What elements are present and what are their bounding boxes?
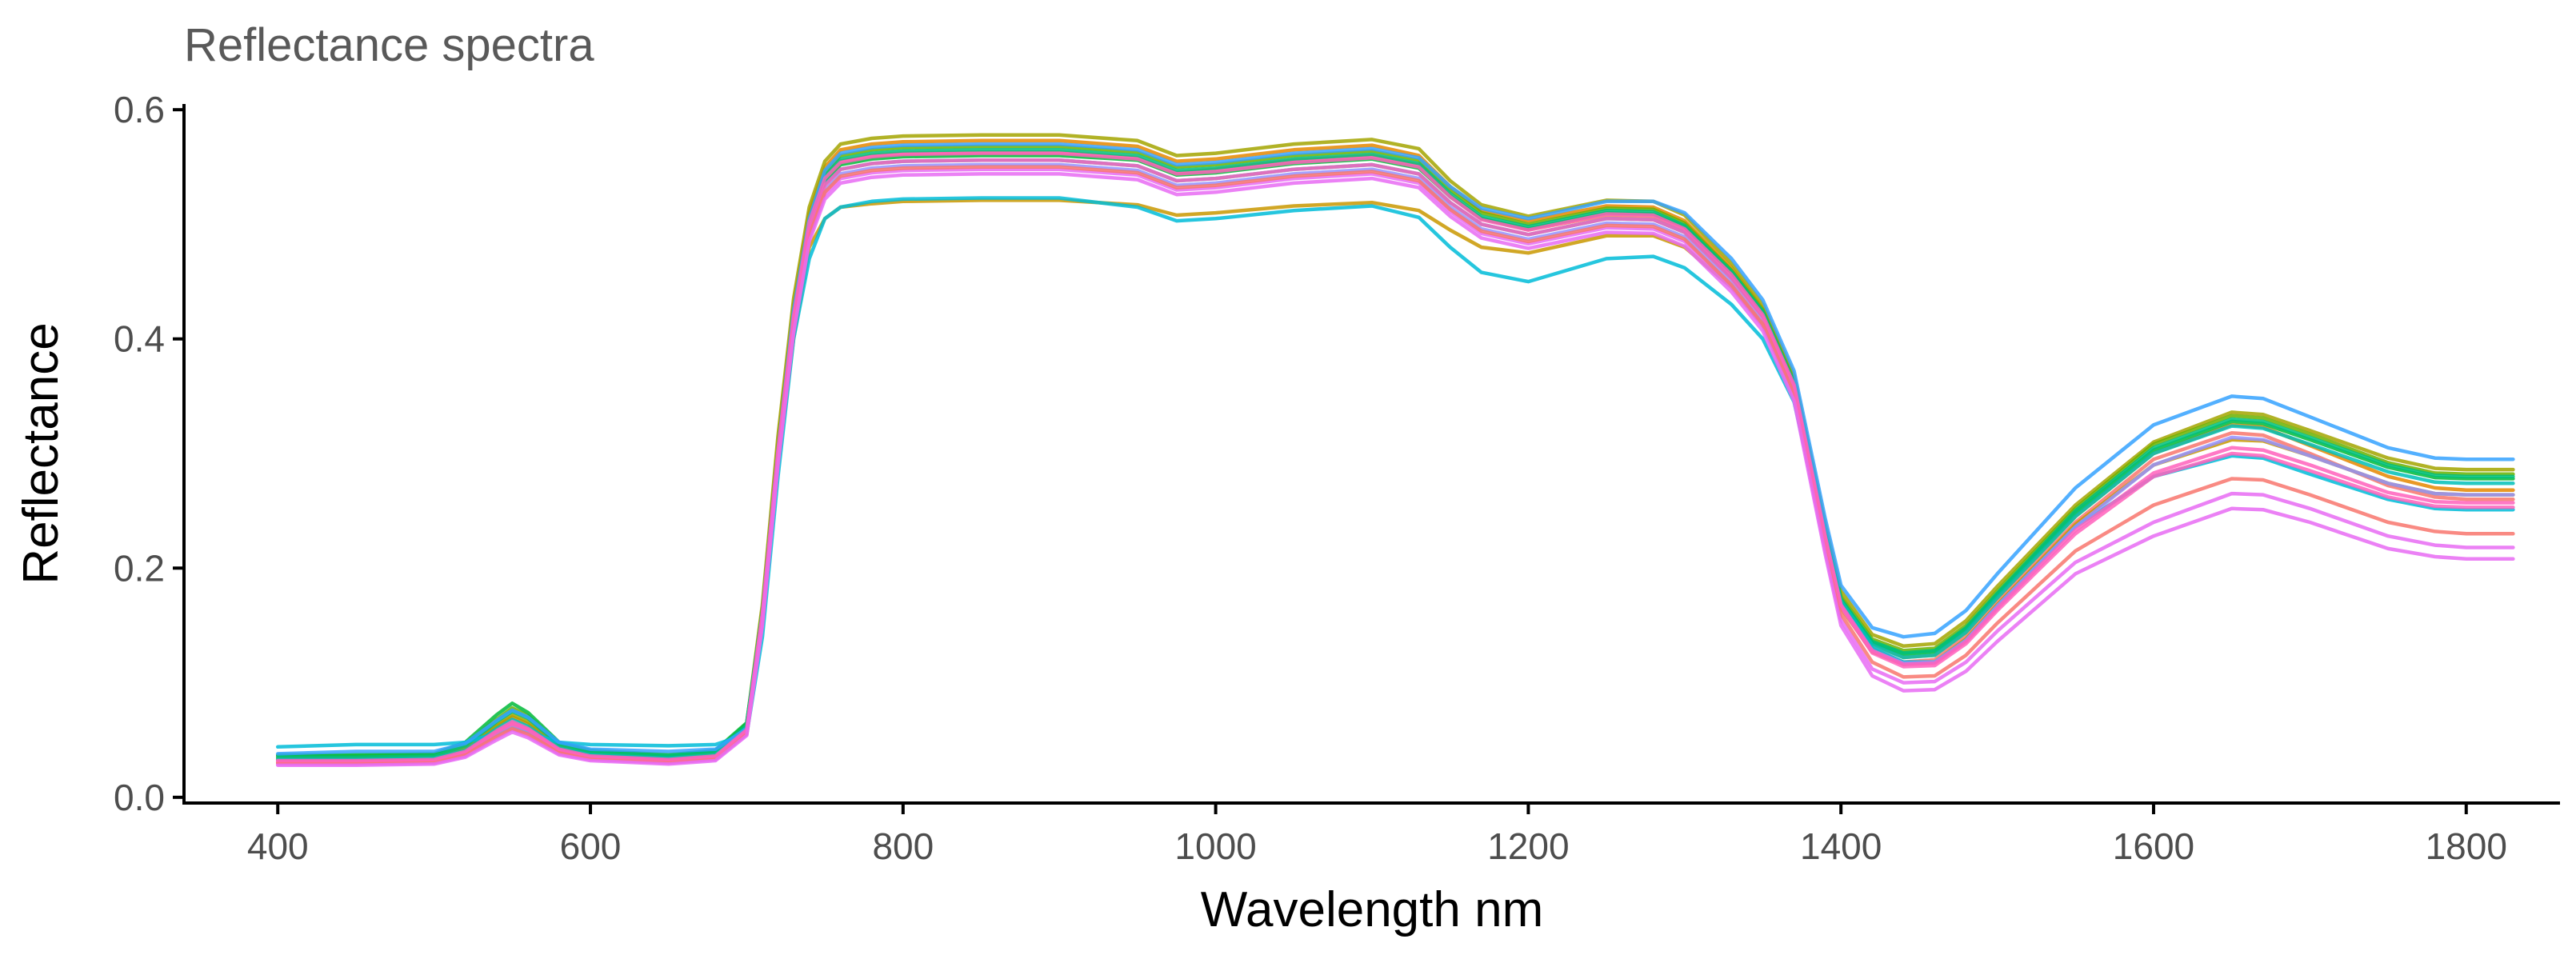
x-axis-ticks: 400 600 800 1000 1200 1400 1600 1800 xyxy=(247,803,2507,867)
chart-title: Reflectance spectra xyxy=(184,19,594,71)
x-tick-label: 1200 xyxy=(1487,825,1569,867)
y-tick-label: 0.4 xyxy=(114,318,165,360)
series-line-3 xyxy=(275,198,2515,765)
series-line-9 xyxy=(275,196,2515,749)
series-line-13 xyxy=(275,158,2515,764)
x-tick-label: 1600 xyxy=(2113,825,2194,867)
x-axis-title: Wavelength nm xyxy=(1201,882,1543,937)
series-line-8 xyxy=(275,158,2515,761)
y-tick-label: 0.0 xyxy=(114,777,165,818)
x-tick-label: 1400 xyxy=(1800,825,1882,867)
x-tick-label: 400 xyxy=(247,825,309,867)
series-line-16 xyxy=(275,172,2515,767)
series-line-14 xyxy=(275,165,2515,765)
series-line-15 xyxy=(275,151,2515,763)
series-lines xyxy=(275,133,2515,767)
x-tick-label: 1000 xyxy=(1174,825,1256,867)
y-axis-ticks: 0.0 0.2 0.4 0.6 xyxy=(114,89,184,818)
y-tick-label: 0.2 xyxy=(114,547,165,589)
y-tick-label: 0.6 xyxy=(114,89,165,130)
x-tick-label: 800 xyxy=(872,825,934,867)
x-tick-label: 600 xyxy=(560,825,622,867)
series-line-7 xyxy=(275,148,2515,759)
x-tick-label: 1800 xyxy=(2426,825,2507,867)
series-line-10 xyxy=(275,142,2515,756)
y-axis-title: Reflectance xyxy=(14,322,69,584)
